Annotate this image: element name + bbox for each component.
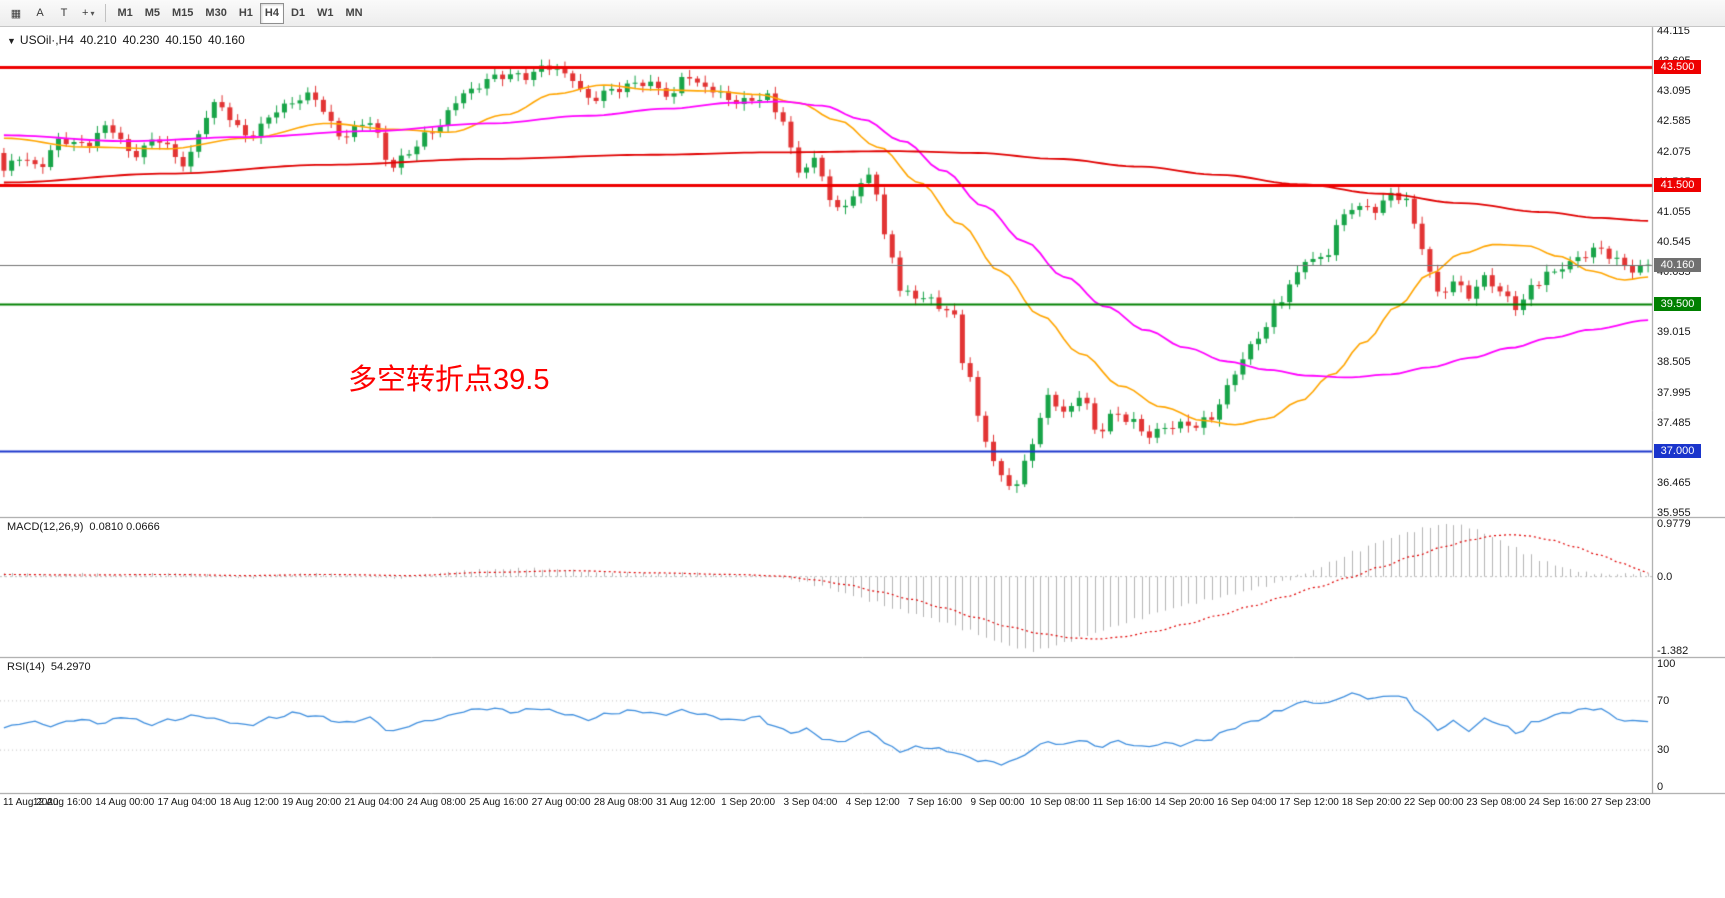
- timeframe-mn-button[interactable]: MN: [345, 7, 363, 19]
- rsi-indicator-label: RSI(14) 54.2970: [7, 661, 97, 673]
- rsi-name: RSI(14): [7, 661, 45, 673]
- symbol-dropdown-icon[interactable]: ▼: [7, 36, 16, 46]
- arrow-tool-icon: A: [36, 7, 44, 19]
- timeframe-m30-button[interactable]: M30: [205, 7, 227, 19]
- timeframe-m1-button[interactable]: M1: [117, 7, 133, 19]
- toolbar: ▦ A T + ▾ M1 M5 M15 M30 H1 H4 D1 W1 MN: [0, 0, 1725, 27]
- macd-indicator-label: MACD(12,26,9) 0.0810 0.0666: [7, 521, 166, 533]
- ohlc-low: 40.150: [165, 33, 203, 47]
- rsi-value: 54.2970: [50, 661, 91, 673]
- chart-grid-button[interactable]: ▦: [5, 3, 27, 24]
- symbol-ohlc-line: ▼ USOil·,H4 40.210 40.230 40.150 40.160: [7, 33, 245, 47]
- timeframe-h4-button[interactable]: H4: [259, 2, 284, 24]
- chart-annotation-text[interactable]: 多空转折点39.5: [348, 364, 550, 396]
- symbol-name: USOil·,H4: [19, 33, 74, 47]
- macd-name: MACD(12,26,9): [7, 521, 84, 533]
- timeframe-h1-button[interactable]: H1: [238, 7, 253, 19]
- text-tool-icon: T: [60, 7, 68, 19]
- chevron-down-icon: ▾: [90, 8, 95, 18]
- arrow-tool-button[interactable]: A: [29, 3, 51, 24]
- ohlc-open: 40.210: [79, 33, 117, 47]
- timeframe-w1-button[interactable]: W1: [317, 7, 334, 19]
- ohlc-high: 40.230: [122, 33, 160, 47]
- timeframe-m5-button[interactable]: M5: [144, 7, 161, 19]
- timeframe-m15-button[interactable]: M15: [172, 7, 194, 19]
- timeframe-d1-button[interactable]: D1: [290, 7, 306, 19]
- chart-grid-icon: ▦: [10, 7, 22, 20]
- crosshair-tool-button[interactable]: + ▾: [77, 3, 99, 24]
- text-tool-button[interactable]: T: [53, 3, 75, 24]
- crosshair-icon: +: [82, 7, 89, 19]
- ohlc-close: 40.160: [208, 33, 245, 47]
- timeframe-group: M1 M5 M15 M30 H1 H4 D1 W1 MN: [111, 2, 368, 24]
- macd-values: 0.0810 0.0666: [89, 521, 160, 533]
- toolbar-separator: [105, 4, 107, 22]
